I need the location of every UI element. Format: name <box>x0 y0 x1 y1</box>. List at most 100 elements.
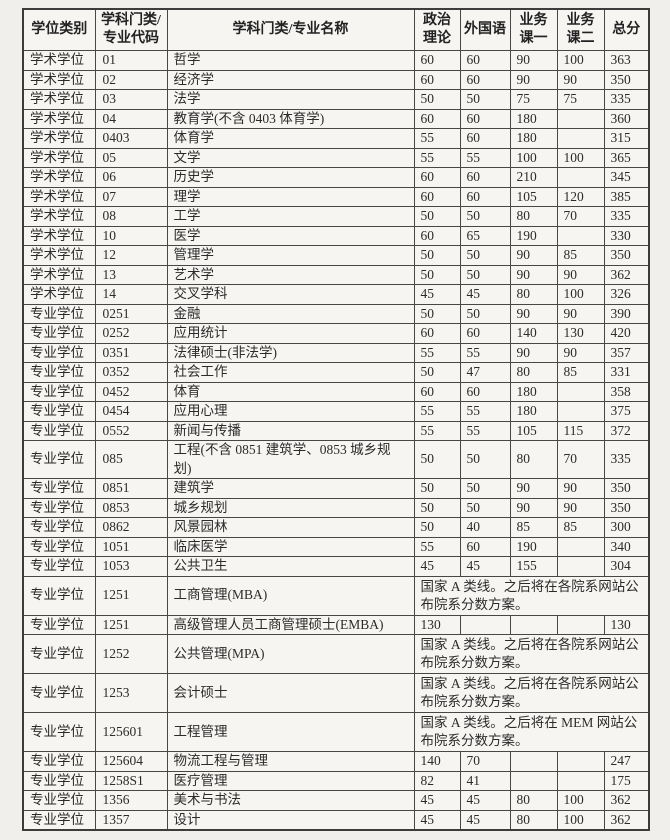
course2-score-cell: 90 <box>556 264 605 285</box>
col-header-course1-line1: 业务 <box>519 13 548 28</box>
foreign-score-cell: 60 <box>459 128 511 149</box>
total-score-cell: 365 <box>603 147 650 168</box>
code-cell: 125604 <box>94 751 168 772</box>
total-score-cell: 363 <box>603 50 650 71</box>
course1-score-cell: 80 <box>509 284 558 305</box>
code-cell: 1251 <box>94 575 168 616</box>
course2-score-cell: 90 <box>556 478 605 499</box>
politics-score-cell: 55 <box>413 128 461 149</box>
total-score-cell: 130 <box>603 614 650 635</box>
name-cell: 管理学 <box>166 245 415 266</box>
course1-score-cell: 100 <box>509 147 558 168</box>
foreign-score-cell: 50 <box>459 264 511 285</box>
degree-type-cell: 专业学位 <box>22 673 96 713</box>
course2-score-cell: 100 <box>556 147 605 168</box>
code-cell: 1053 <box>94 556 168 577</box>
table-row: 学术学位 02 经济学 60 60 90 90 350 <box>22 69 650 90</box>
degree-type-cell: 专业学位 <box>22 575 96 616</box>
col-header-foreign: 外国语 <box>459 8 511 51</box>
degree-type-cell: 学术学位 <box>22 225 96 246</box>
col-header-code: 学科门类/ 专业代码 <box>94 8 168 51</box>
foreign-score-cell: 50 <box>459 89 511 110</box>
foreign-score-cell: 60 <box>459 69 511 90</box>
foreign-score-cell: 45 <box>459 284 511 305</box>
politics-score-cell: 60 <box>413 69 461 90</box>
foreign-score-cell: 45 <box>459 790 511 811</box>
course2-score-cell: 70 <box>556 440 605 479</box>
total-score-cell: 300 <box>603 517 650 538</box>
total-score-cell: 362 <box>603 264 650 285</box>
table-row: 专业学位 1051 临床医学 55 60 190 340 <box>22 536 650 557</box>
politics-score-cell: 55 <box>413 342 461 363</box>
col-header-code-line2: 专业代码 <box>103 31 159 46</box>
name-cell: 公共卫生 <box>166 556 415 577</box>
course1-score-cell <box>509 770 558 791</box>
course2-score-cell <box>556 108 605 129</box>
course2-score-cell: 85 <box>556 362 605 383</box>
col-header-course2-line2: 课二 <box>566 31 595 46</box>
degree-type-cell: 专业学位 <box>22 342 96 363</box>
name-cell: 法律硕士(非法学) <box>166 342 415 363</box>
course2-score-cell: 100 <box>556 790 605 811</box>
code-cell: 1253 <box>94 673 168 713</box>
foreign-score-cell: 55 <box>459 342 511 363</box>
table-row: 学术学位 06 历史学 60 60 210 345 <box>22 167 650 188</box>
degree-type-cell: 专业学位 <box>22 517 96 538</box>
col-header-politics-line1: 政治 <box>423 13 451 28</box>
name-cell: 社会工作 <box>166 362 415 383</box>
politics-score-cell: 60 <box>413 108 461 129</box>
code-cell: 04 <box>94 108 168 129</box>
foreign-score-cell <box>459 614 511 635</box>
degree-type-cell: 专业学位 <box>22 556 96 577</box>
course2-score-cell: 130 <box>556 323 605 344</box>
course1-score-cell: 80 <box>509 362 558 383</box>
foreign-score-cell: 50 <box>459 206 511 227</box>
degree-type-cell: 专业学位 <box>22 401 96 422</box>
name-cell: 法学 <box>166 89 415 110</box>
total-score-cell: 330 <box>603 225 650 246</box>
name-cell: 医疗管理 <box>166 770 415 791</box>
course1-score-cell: 155 <box>509 556 558 577</box>
name-cell: 工程管理 <box>166 712 415 752</box>
politics-score-cell: 140 <box>413 751 461 772</box>
course2-score-cell: 90 <box>556 303 605 324</box>
foreign-score-cell: 55 <box>459 420 511 441</box>
politics-score-cell: 60 <box>413 381 461 402</box>
table-row: 专业学位 1258S1 医疗管理 82 41 175 <box>22 770 650 791</box>
code-cell: 0252 <box>94 323 168 344</box>
code-cell: 1357 <box>94 809 168 831</box>
total-score-cell: 335 <box>603 89 650 110</box>
table-row: 学术学位 13 艺术学 50 50 90 90 362 <box>22 264 650 285</box>
course1-score-cell <box>509 751 558 772</box>
course2-score-cell <box>556 225 605 246</box>
course1-score-cell: 105 <box>509 420 558 441</box>
table-row: 学术学位 0403 体育学 55 60 180 315 <box>22 128 650 149</box>
table-row: 专业学位 0452 体育 60 60 180 358 <box>22 381 650 402</box>
course2-score-cell: 100 <box>556 809 605 831</box>
total-score-cell: 350 <box>603 478 650 499</box>
code-cell: 125601 <box>94 712 168 752</box>
total-score-cell: 420 <box>603 323 650 344</box>
code-cell: 14 <box>94 284 168 305</box>
table-row: 学术学位 14 交叉学科 45 45 80 100 326 <box>22 284 650 305</box>
politics-score-cell: 50 <box>413 362 461 383</box>
course1-score-cell: 80 <box>509 440 558 479</box>
degree-type-cell: 学术学位 <box>22 186 96 207</box>
total-score-cell: 360 <box>603 108 650 129</box>
code-cell: 085 <box>94 440 168 479</box>
course2-score-cell: 100 <box>556 284 605 305</box>
col-header-course1-line2: 课一 <box>519 31 548 46</box>
note-cell: 国家 A 类线。之后将在各院系网站公布院系分数方案。 <box>413 634 650 674</box>
degree-type-cell: 学术学位 <box>22 108 96 129</box>
degree-type-cell: 学术学位 <box>22 147 96 168</box>
course2-score-cell: 75 <box>556 89 605 110</box>
foreign-score-cell: 60 <box>459 381 511 402</box>
code-cell: 06 <box>94 167 168 188</box>
code-cell: 12 <box>94 245 168 266</box>
degree-type-cell: 专业学位 <box>22 362 96 383</box>
degree-type-cell: 专业学位 <box>22 303 96 324</box>
code-cell: 0452 <box>94 381 168 402</box>
degree-type-cell: 专业学位 <box>22 790 96 811</box>
course2-score-cell: 85 <box>556 517 605 538</box>
politics-score-cell: 60 <box>413 167 461 188</box>
